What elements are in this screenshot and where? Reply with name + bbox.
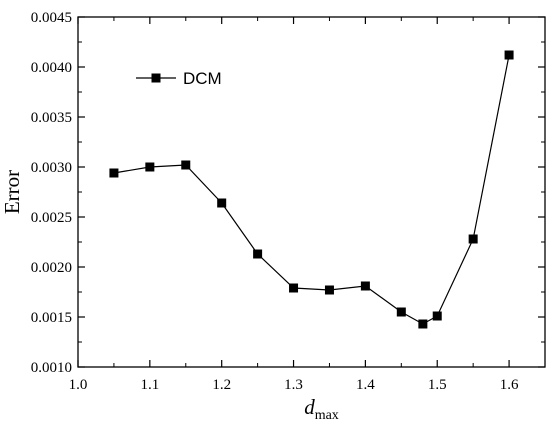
x-tick-label: 1.6 [500, 377, 519, 393]
data-point [324, 285, 334, 295]
plot-frame [77, 16, 546, 368]
y-axis-label: Error [0, 170, 24, 214]
data-point [396, 307, 406, 317]
x-tick-label: 1.5 [428, 377, 447, 393]
y-tick-label: 0.0040 [31, 60, 72, 76]
data-point [109, 168, 119, 178]
y-tick-label: 0.0020 [31, 260, 72, 276]
data-point [418, 319, 428, 329]
legend-marker [151, 73, 161, 83]
y-tick-label: 0.0045 [31, 10, 72, 26]
series-line [113, 54, 510, 325]
x-tick-label: 1.4 [356, 377, 375, 393]
plot-area [77, 16, 546, 368]
x-axis-label: dmax [304, 395, 339, 423]
y-tick-label: 0.0035 [31, 110, 72, 126]
data-point [253, 249, 263, 259]
y-tick-label: 0.0015 [31, 310, 72, 326]
data-point [504, 50, 514, 60]
data-point [468, 234, 478, 244]
y-tick-label: 0.0010 [31, 360, 72, 376]
x-axis-label-main: d [304, 395, 315, 419]
data-point [181, 160, 191, 170]
legend-label: DCM [183, 69, 222, 88]
y-tick-label: 0.0025 [31, 210, 72, 226]
x-tick-label: 1.2 [212, 377, 231, 393]
x-tick-label: 1.0 [69, 377, 88, 393]
data-point [432, 311, 442, 321]
series-dcm [109, 50, 514, 329]
x-tick-label: 1.3 [284, 377, 303, 393]
data-point [289, 283, 299, 293]
data-point [145, 162, 155, 172]
axis-ticks: 1.0 1.1 1.2 1.3 1.4 1.5 1.6 0.0010 0.0015 0.0020 0… [31, 10, 545, 393]
y-tick-label: 0.0030 [31, 160, 72, 176]
x-axis-label-subscript: max [315, 408, 339, 423]
data-point [217, 198, 227, 208]
x-tick-label: 1.1 [140, 377, 159, 393]
data-point [360, 281, 370, 291]
legend: DCM [136, 69, 222, 88]
